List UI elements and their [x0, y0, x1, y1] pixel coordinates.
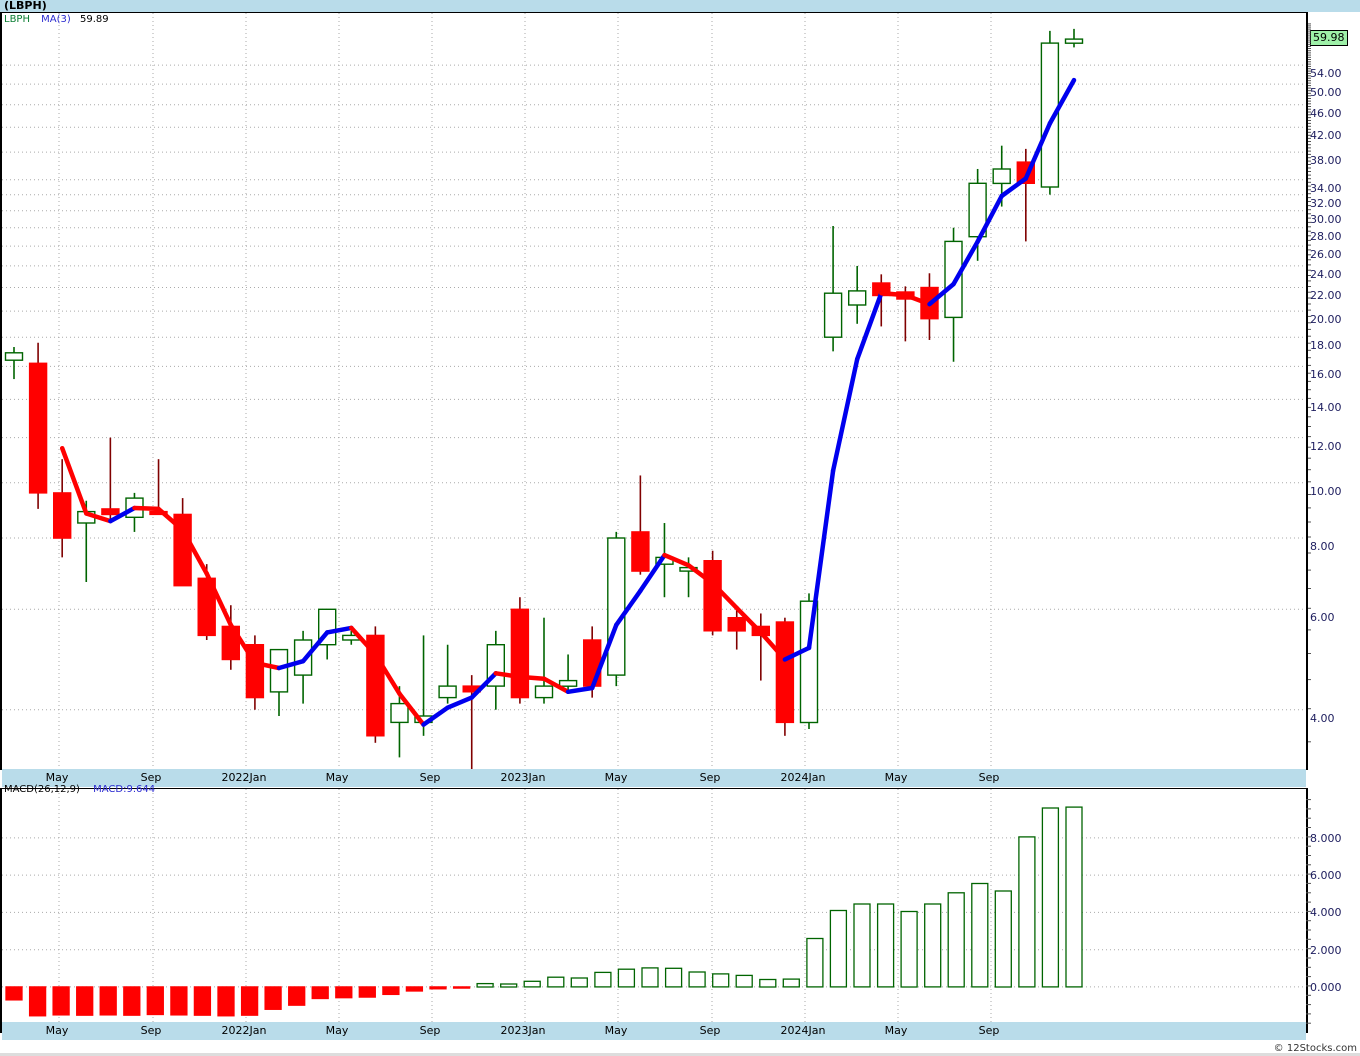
- macd-legend-label: MACD(26,12,9): [4, 784, 80, 795]
- price-y-tick: 46.00: [1310, 106, 1342, 120]
- macd-legend-value: MACD:9.644: [93, 784, 156, 795]
- date-tick-label: Sep: [140, 1024, 162, 1037]
- date-tick-label: May: [884, 1024, 908, 1037]
- date-tick-label: Sep: [140, 771, 162, 784]
- macd-y-tick: 6.000: [1310, 869, 1342, 883]
- date-tick-label: 2022Jan: [221, 1024, 267, 1037]
- price-y-tick: 28.00: [1310, 229, 1342, 243]
- legend-ma-value: 59.89: [80, 14, 109, 25]
- price-y-tick: 54.00: [1310, 67, 1342, 81]
- price-y-tick: 6.00: [1310, 611, 1335, 625]
- price-y-tick: 42.00: [1310, 129, 1342, 143]
- date-tick-label: Sep: [419, 771, 441, 784]
- macd-y-tick: 2.000: [1310, 943, 1342, 957]
- copyright-label: © 12Stocks.com: [1273, 1043, 1357, 1054]
- price-axis-line: [1306, 12, 1308, 770]
- price-y-tick: 24.00: [1310, 267, 1342, 281]
- date-tick-label: May: [45, 1024, 69, 1037]
- date-tick-label: 2024Jan: [780, 1024, 826, 1037]
- date-tick-label: Sep: [419, 1024, 441, 1037]
- price-candlestick-plot: [2, 13, 1306, 769]
- price-y-tick: 32.00: [1310, 196, 1342, 210]
- price-y-tick: 22.00: [1310, 289, 1342, 303]
- price-chart-panel: [0, 12, 1306, 770]
- macd-chart-panel: [0, 788, 1306, 1033]
- date-tick-label: May: [884, 771, 908, 784]
- last-price-badge: 59.98: [1310, 30, 1348, 47]
- date-tick-label: 2022Jan: [221, 771, 267, 784]
- page-title: (LBPH): [4, 0, 47, 12]
- date-tick-label: Sep: [699, 1024, 721, 1037]
- macd-y-tick: 8.000: [1310, 831, 1342, 845]
- date-tick-label: Sep: [978, 1024, 1000, 1037]
- macd-axis-line: [1306, 788, 1308, 1033]
- price-y-tick: 38.00: [1310, 154, 1342, 168]
- date-tick-label: Sep: [699, 771, 721, 784]
- price-legend: LBPH MA(3) 59.89: [4, 14, 109, 25]
- price-y-tick: 8.00: [1310, 540, 1335, 554]
- macd-y-tick: 4.000: [1310, 906, 1342, 920]
- price-y-tick: 34.00: [1310, 181, 1342, 195]
- price-y-tick: 4.00: [1310, 711, 1335, 725]
- date-tick-label: Sep: [978, 771, 1000, 784]
- macd-legend: MACD(26,12,9) MACD:9.644: [4, 784, 155, 795]
- legend-ma-label: MA(3): [41, 14, 71, 25]
- date-tick-label: May: [604, 771, 628, 784]
- price-y-tick: 16.00: [1310, 368, 1342, 382]
- price-y-tick: 50.00: [1310, 86, 1342, 100]
- date-tick-label: May: [325, 771, 349, 784]
- macd-date-axis: May Sep 2022Jan May Sep 2023Jan May Sep 2024Jan M…: [2, 1022, 1306, 1040]
- title-bar: [0, 0, 1360, 12]
- macd-histogram-plot: [2, 789, 1306, 1032]
- date-tick-label: May: [45, 771, 69, 784]
- macd-y-axis: 0.000 2.000 4.000 6.000 8.000: [1310, 788, 1360, 1033]
- date-tick-label: 2024Jan: [780, 771, 826, 784]
- price-y-tick: 14.00: [1310, 401, 1342, 415]
- price-y-tick: 26.00: [1310, 248, 1342, 262]
- price-y-axis: 4.00 6.00 8.00 10.00 12.00 14.00 16.00 18.00 20.…: [1310, 12, 1360, 770]
- price-y-tick: 20.00: [1310, 313, 1342, 327]
- price-y-tick: 18.00: [1310, 339, 1342, 353]
- price-date-axis: May Sep 2022Jan May Sep 2023Jan May Sep 2024Jan M…: [2, 769, 1306, 787]
- date-tick-label: May: [604, 1024, 628, 1037]
- date-tick-label: 2023Jan: [500, 1024, 546, 1037]
- price-y-tick: 30.00: [1310, 212, 1342, 226]
- price-y-tick: 12.00: [1310, 439, 1342, 453]
- price-y-tick: 10.00: [1310, 484, 1342, 498]
- date-tick-label: May: [325, 1024, 349, 1037]
- macd-y-tick: 0.000: [1310, 980, 1342, 994]
- legend-symbol: LBPH: [4, 14, 30, 25]
- date-tick-label: 2023Jan: [500, 771, 546, 784]
